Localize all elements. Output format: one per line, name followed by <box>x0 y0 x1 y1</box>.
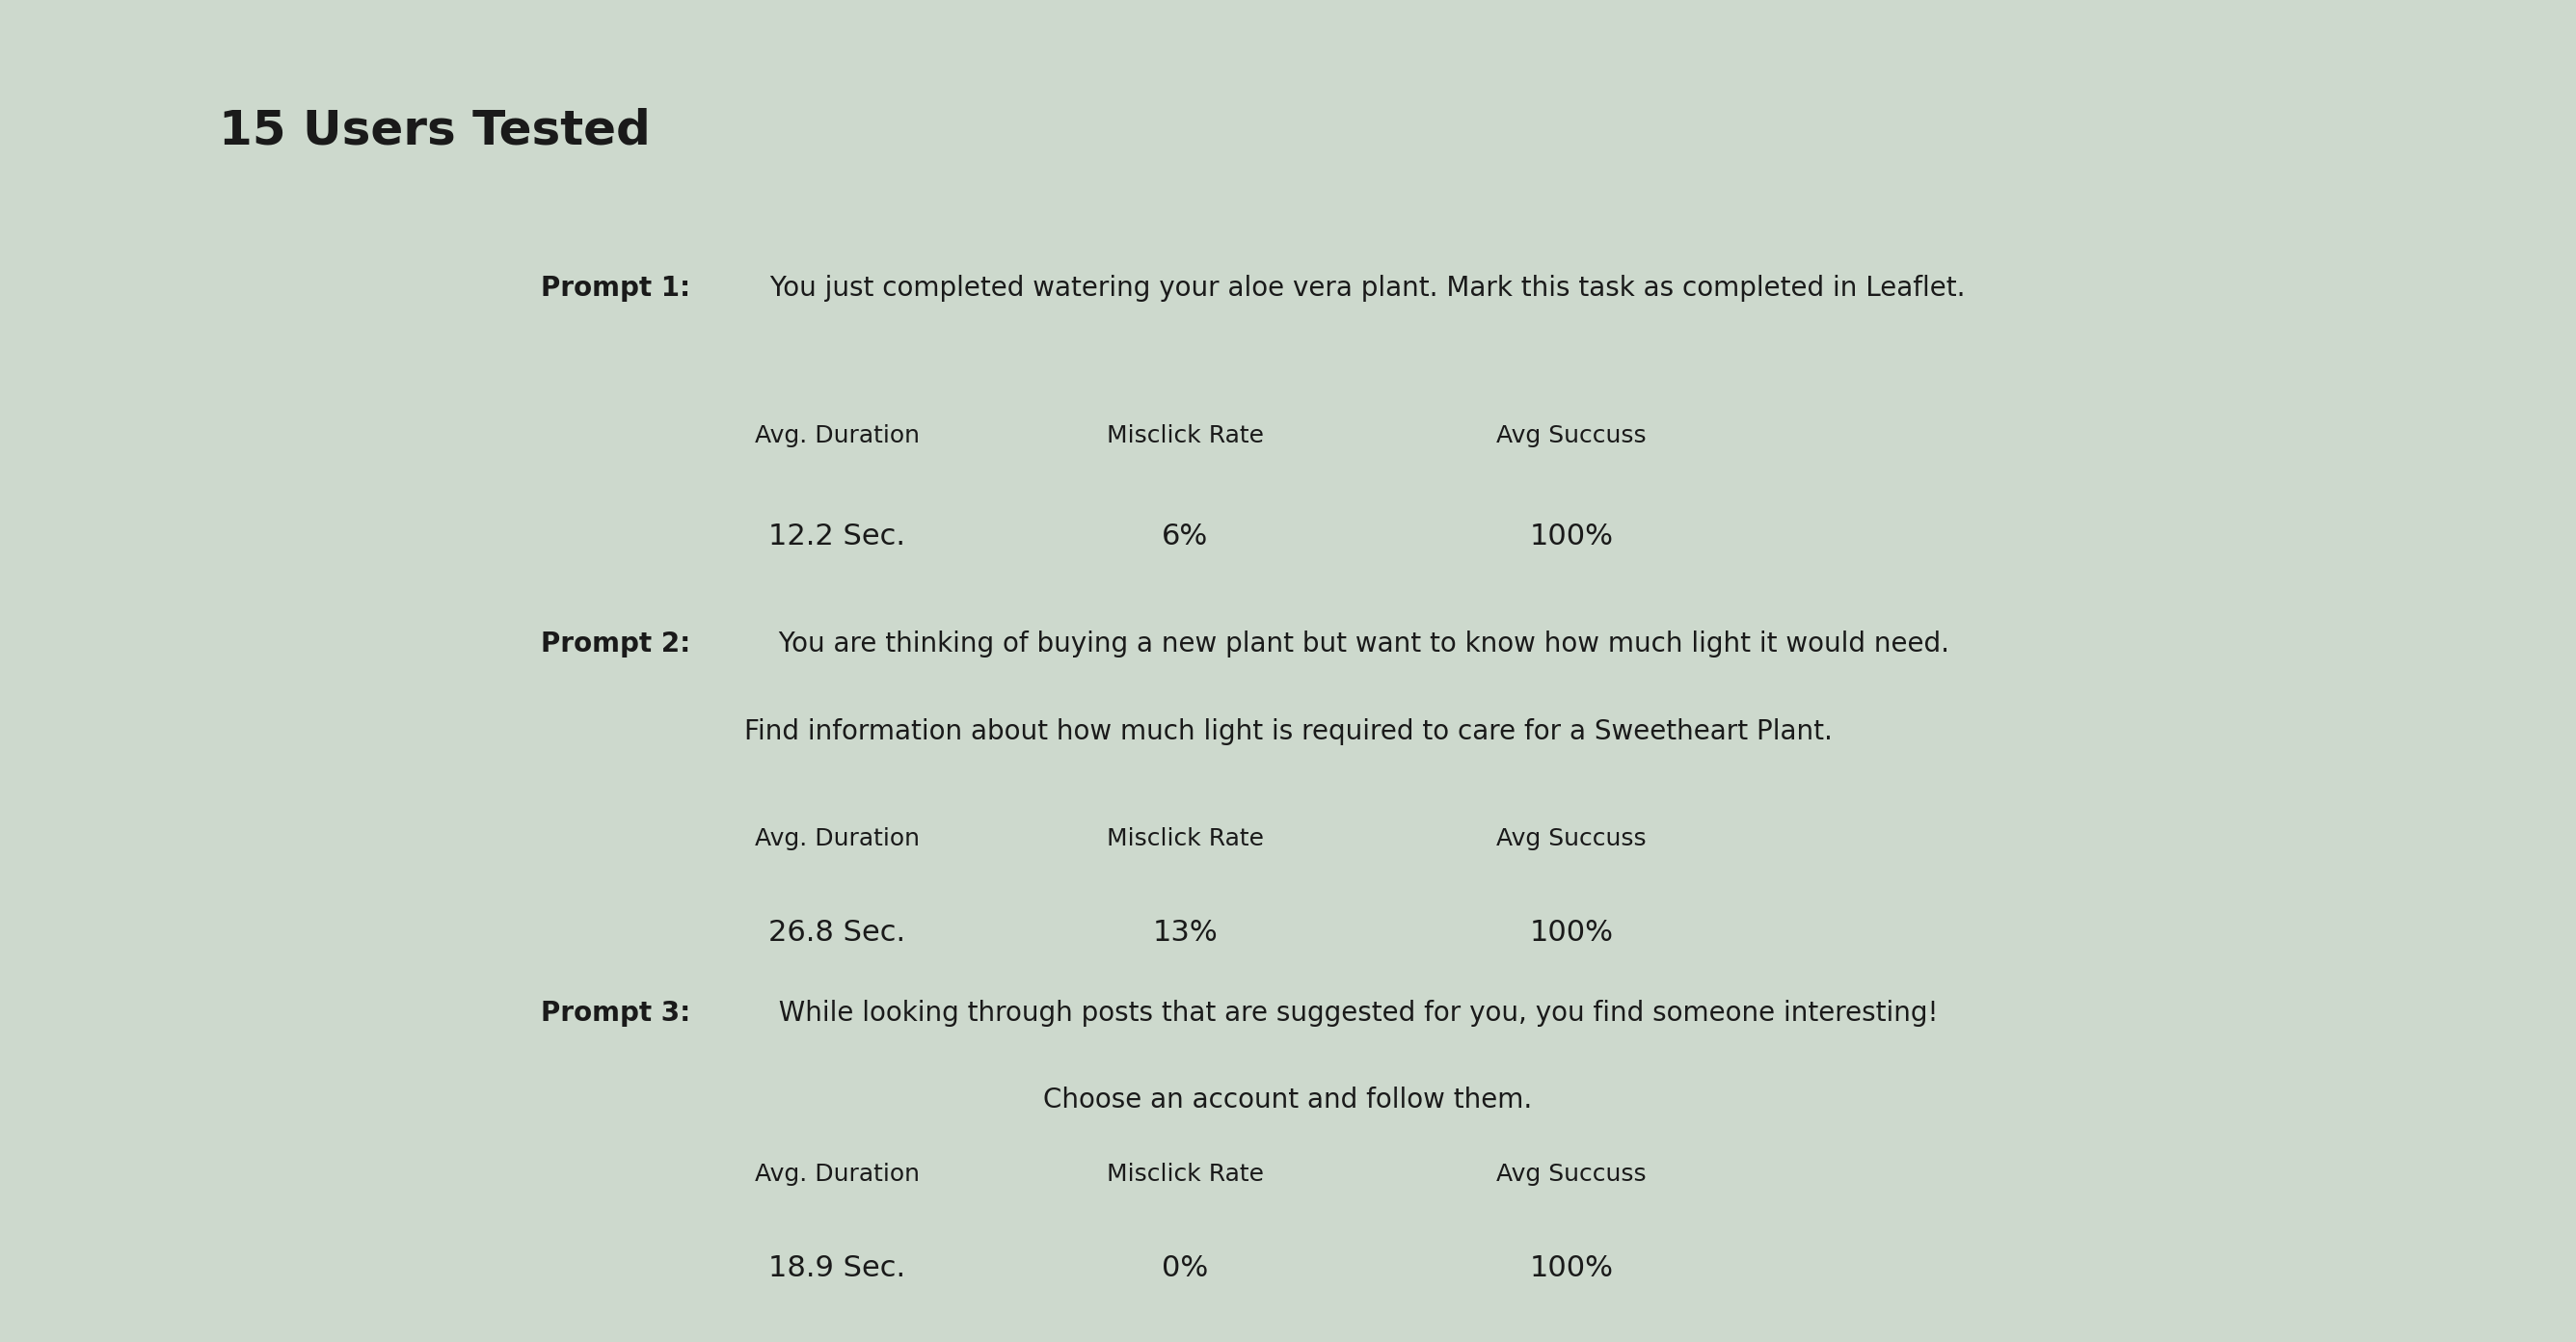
Text: Misclick Rate: Misclick Rate <box>1105 424 1265 448</box>
Text: Prompt 1:: Prompt 1: <box>541 275 690 302</box>
Text: Avg Succuss: Avg Succuss <box>1497 827 1646 851</box>
Text: 12.2 Sec.: 12.2 Sec. <box>768 523 907 550</box>
Text: 6%: 6% <box>1162 523 1208 550</box>
Text: 18.9 Sec.: 18.9 Sec. <box>768 1255 907 1282</box>
Text: 26.8 Sec.: 26.8 Sec. <box>768 919 907 946</box>
Text: You just completed watering your aloe vera plant. Mark this task as completed in: You just completed watering your aloe ve… <box>762 275 1965 302</box>
Text: Prompt 2:: Prompt 2: <box>541 631 690 658</box>
Text: Choose an account and follow them.: Choose an account and follow them. <box>1043 1087 1533 1114</box>
Text: 15 Users Tested: 15 Users Tested <box>219 107 652 153</box>
Text: 13%: 13% <box>1151 919 1218 946</box>
Text: 100%: 100% <box>1530 523 1613 550</box>
Text: While looking through posts that are suggested for you, you find someone interes: While looking through posts that are sug… <box>762 1000 1937 1027</box>
Text: 100%: 100% <box>1530 1255 1613 1282</box>
Text: Avg. Duration: Avg. Duration <box>755 424 920 448</box>
Text: Avg. Duration: Avg. Duration <box>755 1162 920 1186</box>
Text: 100%: 100% <box>1530 919 1613 946</box>
Text: Misclick Rate: Misclick Rate <box>1105 827 1265 851</box>
Text: Misclick Rate: Misclick Rate <box>1105 1162 1265 1186</box>
Text: Prompt 3:: Prompt 3: <box>541 1000 690 1027</box>
Text: Avg Succuss: Avg Succuss <box>1497 1162 1646 1186</box>
Text: Avg. Duration: Avg. Duration <box>755 827 920 851</box>
Text: Find information about how much light is required to care for a Sweetheart Plant: Find information about how much light is… <box>744 718 1832 745</box>
Text: Avg Succuss: Avg Succuss <box>1497 424 1646 448</box>
Text: 0%: 0% <box>1162 1255 1208 1282</box>
Text: You are thinking of buying a new plant but want to know how much light it would : You are thinking of buying a new plant b… <box>762 631 1950 658</box>
